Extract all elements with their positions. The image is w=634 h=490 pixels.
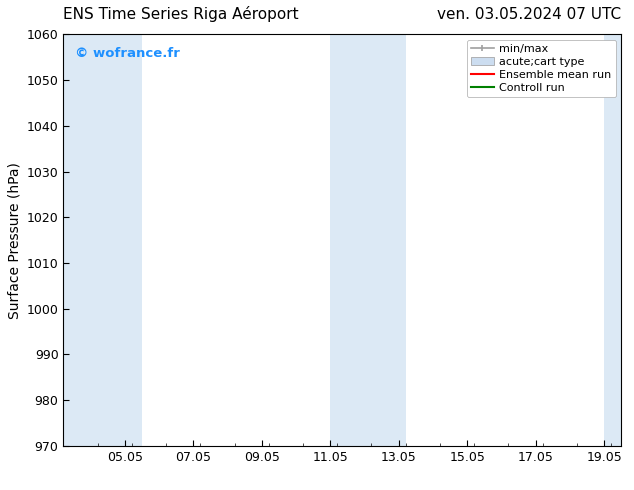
Bar — [604, 34, 621, 446]
Text: © wofrance.fr: © wofrance.fr — [75, 47, 179, 60]
Legend: min/max, acute;cart type, Ensemble mean run, Controll run: min/max, acute;cart type, Ensemble mean … — [467, 40, 616, 97]
Text: ven. 03.05.2024 07 UTC: ven. 03.05.2024 07 UTC — [437, 7, 621, 22]
Text: ENS Time Series Riga Aéroport: ENS Time Series Riga Aéroport — [63, 6, 299, 22]
Bar — [63, 34, 142, 446]
Y-axis label: Surface Pressure (hPa): Surface Pressure (hPa) — [7, 162, 21, 318]
Bar — [330, 34, 406, 446]
